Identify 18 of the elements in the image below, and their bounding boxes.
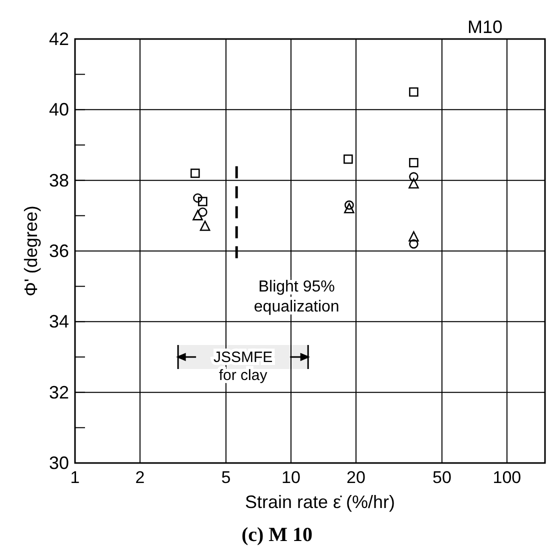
chart-title: M10	[467, 17, 503, 37]
x-tick-label: 100	[492, 468, 522, 487]
x-tick-label: 2	[135, 468, 145, 487]
x-axis-title: Strain rate ε̇ (%/hr)	[244, 492, 396, 512]
y-tick-label: 40	[48, 100, 69, 120]
y-tick-label: 42	[48, 29, 69, 49]
y-tick-label: 38	[48, 170, 69, 190]
x-tick-label: 50	[432, 468, 452, 487]
x-tick-label: 5	[221, 468, 231, 487]
x-tick-label: 1	[70, 468, 80, 487]
text: (c) M 10	[241, 524, 313, 546]
y-tick-label: 36	[48, 241, 69, 261]
y-tick-label: 30	[48, 453, 69, 473]
x-tick-label: 10	[282, 468, 300, 487]
y-tick-label: 34	[48, 312, 69, 332]
y-tick-label: 32	[48, 382, 69, 402]
x-tick-label: 20	[346, 468, 366, 487]
y-axis-title: Φ' (degree)	[21, 206, 41, 296]
